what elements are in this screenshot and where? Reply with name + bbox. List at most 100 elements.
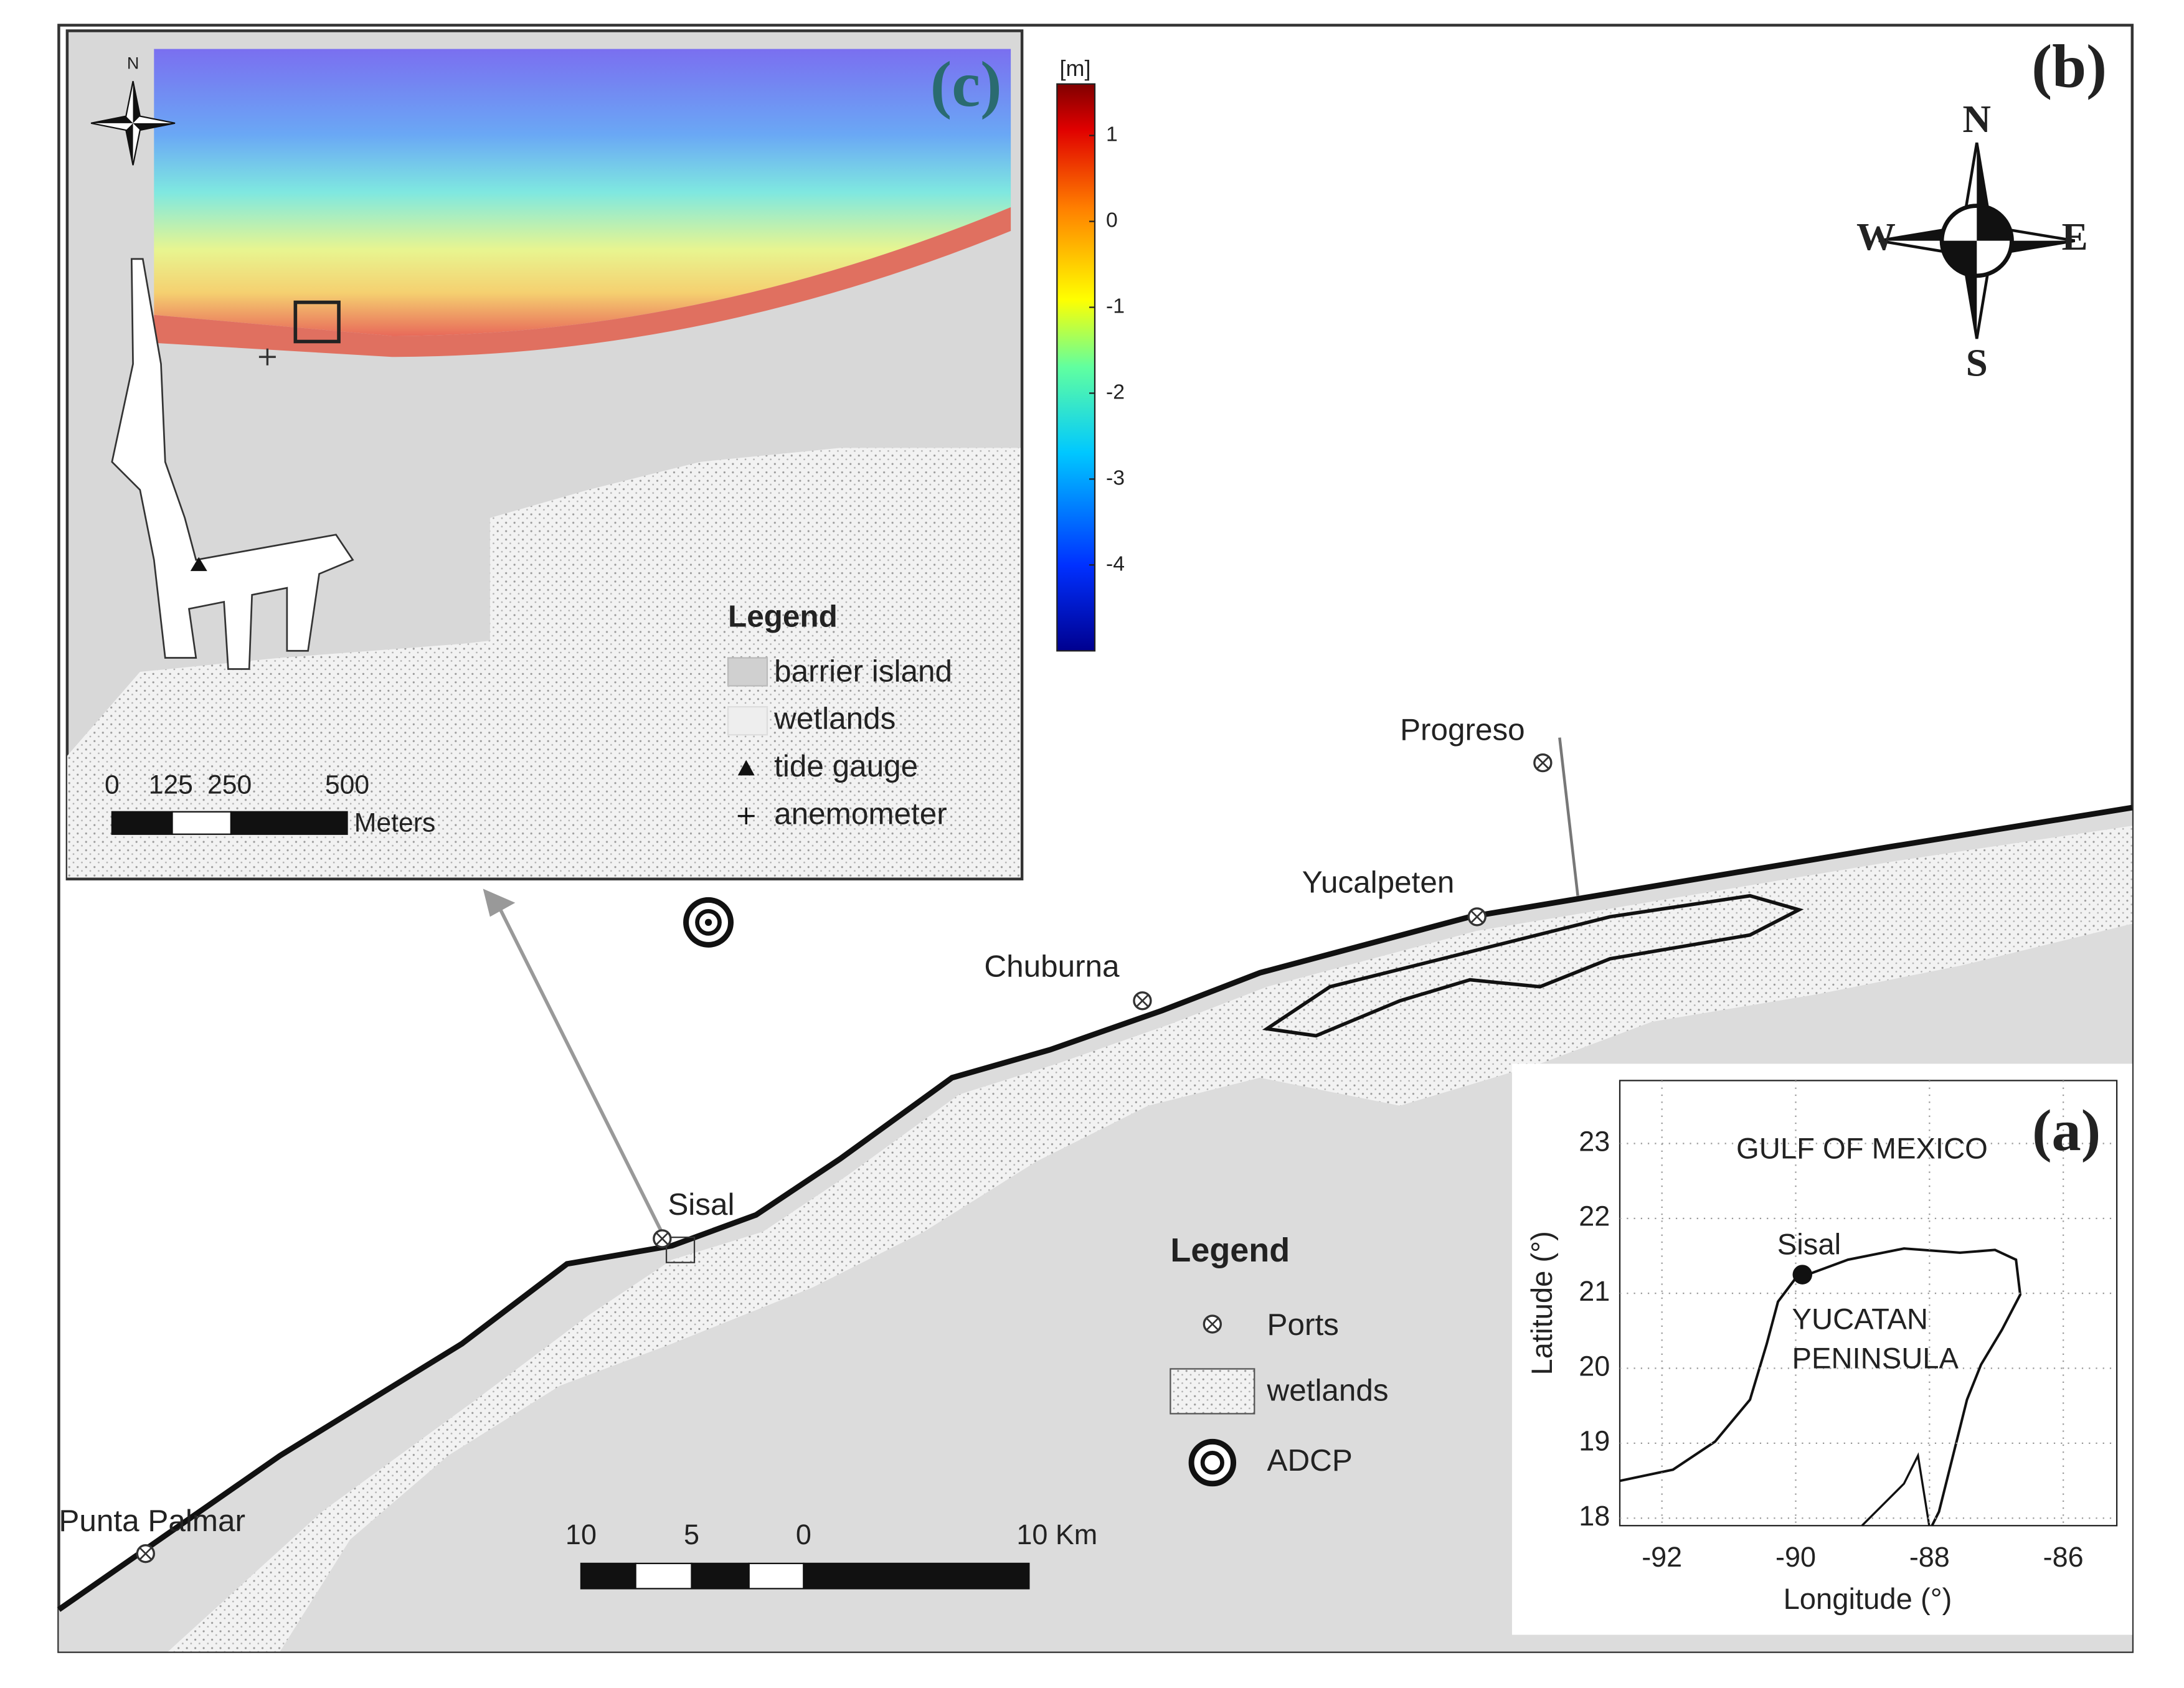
legend-tide-gauge xyxy=(737,760,755,776)
arrowhead xyxy=(483,889,516,917)
place-label: Chuburna xyxy=(984,950,1120,984)
port-marker-cross xyxy=(1206,1318,1219,1331)
coastline xyxy=(57,804,2133,1612)
legend-item: Ports xyxy=(1267,1308,1339,1342)
colorbar-tick-label: -2 xyxy=(1106,380,1125,403)
scale-segment xyxy=(803,1562,1030,1590)
annotation: GULF OF MEXICO xyxy=(1736,1132,1988,1165)
colorbar xyxy=(1056,83,1096,652)
legend-item: wetlands xyxy=(773,702,896,736)
scale-segment xyxy=(230,811,348,835)
legend-barrier-swatch xyxy=(727,657,768,687)
port-marker-cross xyxy=(1536,757,1549,770)
scale-label: 0 xyxy=(796,1519,811,1550)
scale-label: 250 xyxy=(207,770,252,800)
y-tick-label: 23 xyxy=(1579,1125,1610,1157)
scale-segment xyxy=(635,1562,693,1590)
x-tick-label: -92 xyxy=(1642,1541,1682,1573)
coast-south xyxy=(1861,1452,1931,1527)
y-tick-label: 21 xyxy=(1579,1275,1610,1307)
lagoon xyxy=(1262,894,1804,1038)
scale-label: 0 xyxy=(105,770,120,800)
compass-letter: W xyxy=(1856,215,1896,258)
place-label: Progreso xyxy=(1400,713,1525,747)
annotation: YUCATAN xyxy=(1792,1303,1928,1336)
scale-segment xyxy=(748,1562,805,1590)
north-label: N xyxy=(127,54,139,73)
legend-anemometer xyxy=(737,808,755,825)
scale-label: 125 xyxy=(149,770,193,800)
colorbar-tick-label: 0 xyxy=(1106,208,1118,232)
legend-adcp xyxy=(1188,1438,1237,1487)
y-tick-label: 20 xyxy=(1579,1350,1610,1382)
scale-label: 500 xyxy=(325,770,369,800)
y-tick-label: 22 xyxy=(1579,1200,1610,1232)
scale-segment xyxy=(691,1562,750,1590)
scale-label: 10 xyxy=(565,1519,597,1550)
harbor xyxy=(111,258,354,670)
legend-item: tide gauge xyxy=(774,749,918,783)
scale-segment xyxy=(580,1562,636,1590)
location-point xyxy=(1792,1265,1812,1285)
port-marker-cross xyxy=(656,1232,669,1245)
x-tick-label: -88 xyxy=(1909,1541,1950,1573)
port-marker-cross xyxy=(1136,994,1149,1007)
c-wetlands xyxy=(67,448,1021,878)
adcp-marker xyxy=(683,897,734,948)
panel-a-axes xyxy=(1619,1080,2118,1527)
colorbar-tick-label: -4 xyxy=(1106,552,1125,575)
compass-letter: S xyxy=(1966,341,1988,384)
progreso-pier xyxy=(1558,737,1579,896)
colorbar-tick-label: 1 xyxy=(1106,123,1118,146)
wetlands xyxy=(168,826,2132,1652)
panel-label: (a) xyxy=(2032,1098,2101,1163)
bathymetry xyxy=(154,49,1011,336)
anemometer-marker xyxy=(258,348,276,365)
tide-gauge-marker xyxy=(190,557,207,572)
scale-label: 10 Km xyxy=(1016,1519,1097,1550)
legend-item: anemometer xyxy=(774,797,947,831)
scale-segment xyxy=(171,811,232,835)
legend-item: barrier island xyxy=(774,654,952,688)
panel-label: (c) xyxy=(930,49,1002,120)
study-box xyxy=(665,1237,696,1263)
port-marker-cross xyxy=(139,1547,152,1560)
colorbar-tick-label: -1 xyxy=(1106,294,1125,318)
y-axis-label: Latitude (°) xyxy=(1526,1231,1559,1375)
colorbar-tick-label: -3 xyxy=(1106,466,1125,489)
y-tick-label: 18 xyxy=(1579,1500,1610,1532)
place-label: Sisal xyxy=(668,1187,734,1222)
north-arrow-c xyxy=(90,81,176,166)
legend-title: Legend xyxy=(728,600,838,634)
y-tick-label: 19 xyxy=(1579,1425,1610,1457)
annotation: PENINSULA xyxy=(1792,1342,1959,1375)
scale-segment xyxy=(111,811,173,835)
place-label: Yucalpeten xyxy=(1302,865,1455,900)
scale-unit: Meters xyxy=(354,808,436,837)
x-tick-label: -86 xyxy=(2043,1541,2084,1573)
scale-label: 5 xyxy=(684,1519,699,1550)
zoom-box xyxy=(293,300,341,344)
port-marker-cross xyxy=(1470,910,1483,923)
x-tick-label: -90 xyxy=(1775,1541,1816,1573)
beach xyxy=(154,207,1011,357)
pointer-arrow xyxy=(495,902,667,1240)
x-axis-label: Longitude (°) xyxy=(1784,1583,1952,1616)
legend-wetlands-swatch xyxy=(727,706,768,736)
compass xyxy=(1878,142,2076,339)
legend-item: wetlands xyxy=(1267,1374,1389,1408)
legend-item: ADCP xyxy=(1267,1443,1353,1478)
location-label: Sisal xyxy=(1777,1228,1841,1261)
legend-adcp-inner xyxy=(1200,1450,1224,1475)
colorbar-unit: [m] xyxy=(1060,55,1091,81)
place-label: Punta Palmar xyxy=(59,1504,245,1538)
legend-title: Legend xyxy=(1170,1232,1290,1269)
legend-wetlands-swatch xyxy=(1170,1368,1255,1415)
compass-letter: E xyxy=(2062,215,2088,258)
panel-label: (b) xyxy=(2031,33,2107,101)
panel-a-frame xyxy=(1511,1063,2132,1635)
compass-letter: N xyxy=(1963,97,1991,141)
yucatan-coast xyxy=(1619,1247,2022,1527)
